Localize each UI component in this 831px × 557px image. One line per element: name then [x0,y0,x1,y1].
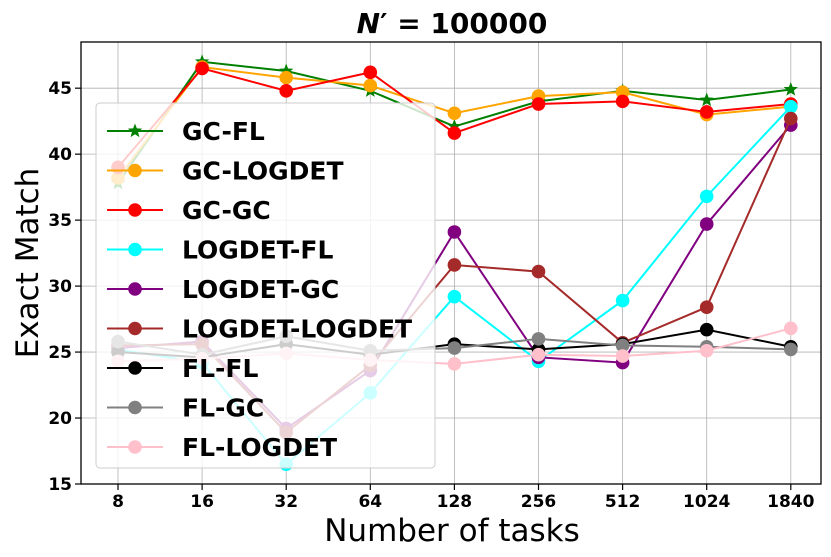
data-point [447,118,462,133]
data-point [363,65,378,80]
data-point [447,126,462,140]
data-point [699,92,714,107]
legend-marker [128,203,142,217]
legend-marker [128,242,142,257]
y-tick-label: 30 [48,277,72,297]
data-point [279,84,294,98]
legend-entry: FL-LOGDET [107,433,337,462]
data-point [699,322,714,337]
legend-frame [95,102,436,469]
ticks: 8 16 32 64 128 256 512 1024 1840 15 20 25 30 35 40 45 [48,79,814,512]
data-point [783,82,798,96]
data-point [699,343,714,358]
legend-label: FL-LOGDET [182,433,337,462]
y-tick-label: 40 [48,145,72,165]
legend-entry: LOGDET-FL [107,236,333,265]
x-tick-label: 64 [358,492,382,512]
x-tick-label: 128 [437,492,473,512]
plot-frame [80,41,822,485]
chart-title: N′ = 100000 [357,7,548,40]
x-tick-label: 1024 [683,492,730,512]
legend-label: GC-LOGDET [182,157,344,186]
data-point [784,342,798,357]
x-tick-label: 1840 [767,492,814,512]
data-point [615,94,630,109]
data-point [447,289,462,304]
legend-entry: GC-GC [107,196,271,225]
data-point [699,105,714,119]
data-point [784,99,798,114]
data-point [699,300,714,315]
legend-entry: LOGDET-LOGDET [107,315,412,344]
legend-entry: FL-GC [107,394,264,423]
data-point [615,293,630,308]
legend-entry: GC-LOGDET [107,157,344,186]
x-tick-label: 512 [605,492,641,512]
legend-entry: FL-FL [107,354,258,383]
legend: GC-FL GC-LOGDET GC-GC LOGDET-FL LOGDET-GC LOG… [95,102,436,469]
legend-marker [127,123,143,138]
data-point [447,225,462,239]
data-point [699,189,714,204]
y-tick-label: 35 [48,211,72,231]
legend-marker [128,361,142,375]
data-point [699,217,714,231]
data-point [531,264,546,279]
legend-label: LOGDET-LOGDET [182,315,412,344]
legend-marker [128,321,142,336]
y-tick-label: 15 [48,475,72,495]
y-tick-label: 20 [48,409,72,429]
data-point [279,70,294,85]
legend-label: LOGDET-FL [182,236,333,265]
y-tick-label: 25 [48,343,72,363]
legend-label: FL-GC [182,394,264,423]
data-point [363,78,378,93]
x-tick-label: 16 [190,492,214,512]
data-point [531,332,546,346]
legend-label: GC-FL [182,117,265,146]
data-point [279,63,294,78]
data-point [447,357,462,371]
y-axis-label: Exact Match [10,168,46,359]
chart-title-rest: ′ = 100000 [380,7,547,40]
data-point [447,258,462,272]
y-tick-label: 45 [48,79,72,99]
legend-marker [128,400,142,415]
data-point [195,61,209,76]
data-point [615,338,630,353]
data-point [784,321,798,336]
x-tick-label: 8 [112,492,124,512]
legend-label: LOGDET-GC [182,275,339,304]
x-tick-label: 32 [274,492,298,512]
legend-entry: GC-FL [107,117,265,146]
legend-entry: LOGDET-GC [107,275,339,304]
data-point [784,111,798,126]
data-point [615,349,630,363]
data-point [447,341,462,355]
legend-marker [128,163,142,178]
x-axis-label: Number of tasks [324,513,580,549]
chart-title-prefix: N [357,7,380,40]
legend-marker [128,440,142,454]
data-point [531,97,546,111]
x-tick-label: 256 [521,492,557,512]
legend-label: FL-FL [182,354,258,383]
data-point [531,347,546,362]
legend-label: GC-GC [182,196,271,225]
legend-marker [128,282,142,296]
data-point [447,106,462,121]
